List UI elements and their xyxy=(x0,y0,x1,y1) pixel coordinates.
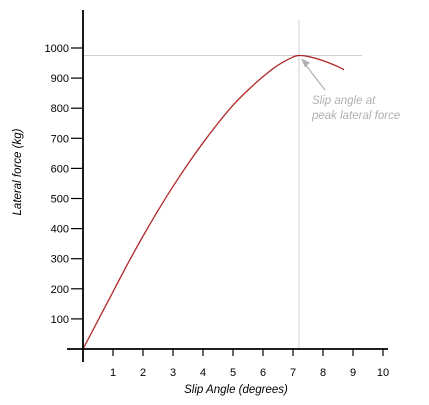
y-tick-label: 400 xyxy=(51,224,69,236)
annotation-text-line-2: peak lateral force xyxy=(311,110,400,122)
x-tick-label: 2 xyxy=(140,367,146,379)
annotation-arrow xyxy=(302,61,326,91)
x-tick-label: 9 xyxy=(350,367,356,379)
annotation-arrowhead xyxy=(301,58,310,68)
x-tick-label: 10 xyxy=(377,367,389,379)
annotation-text-line-1: Slip angle at xyxy=(312,95,376,107)
y-tick-label: 100 xyxy=(51,314,69,326)
y-tick-label: 200 xyxy=(51,284,69,296)
y-tick-label: 1000 xyxy=(45,43,69,55)
x-tick-label: 4 xyxy=(200,367,206,379)
y-tick-label: 500 xyxy=(51,194,69,206)
peak-annotation: Slip angle at peak lateral force xyxy=(301,58,400,122)
lateral-force-curve xyxy=(82,54,345,350)
x-tick-label: 6 xyxy=(260,367,266,379)
x-tick-label: 3 xyxy=(170,367,176,379)
x-axis-label: Slip Angle (degrees) xyxy=(184,384,288,396)
y-tick-label: 600 xyxy=(51,163,69,175)
y-axis-ticks: 100 200 300 400 500 600 700 800 900 1000 xyxy=(45,43,83,326)
y-tick-label: 800 xyxy=(51,103,69,115)
y-tick-label: 900 xyxy=(51,73,69,85)
y-axis-label: Lateral force (kg) xyxy=(12,128,24,215)
y-tick-label: 300 xyxy=(51,254,69,266)
axes xyxy=(67,10,388,362)
x-tick-label: 1 xyxy=(110,367,116,379)
series-layer xyxy=(82,54,345,350)
x-tick-label: 8 xyxy=(320,367,326,379)
x-axis-ticks: 1 2 3 4 5 6 7 8 9 10 xyxy=(110,349,389,379)
y-tick-label: 700 xyxy=(51,133,69,145)
x-tick-label: 7 xyxy=(290,367,296,379)
peak-reference-lines xyxy=(83,20,362,349)
x-tick-label: 5 xyxy=(230,367,236,379)
